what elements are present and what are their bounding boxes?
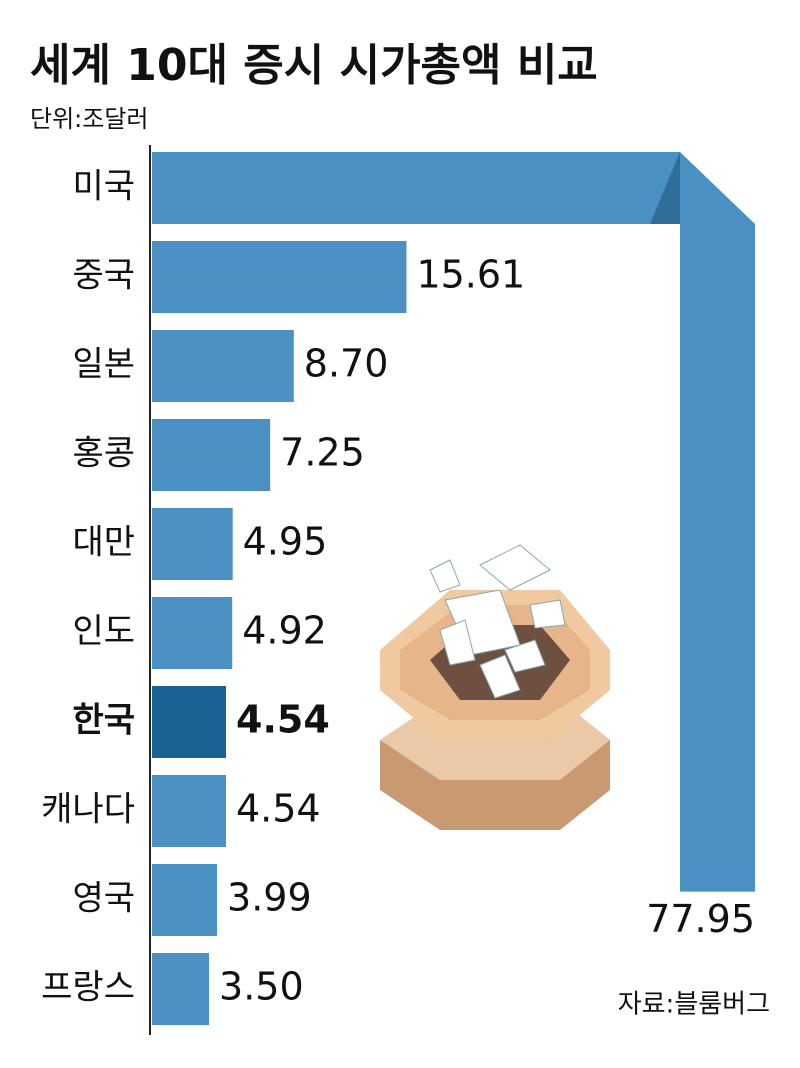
category-label: 영국 (72, 879, 135, 919)
category-label: 중국 (72, 256, 135, 296)
category-label: 한국 (72, 701, 135, 741)
bar-fold (650, 152, 680, 224)
bar (152, 864, 218, 936)
value-label: 8.70 (304, 342, 389, 386)
category-label: 대만 (72, 523, 135, 563)
category-label: 캐나다 (41, 790, 135, 830)
category-label: 인도 (72, 612, 135, 652)
bar (152, 419, 271, 491)
category-label: 미국 (72, 167, 135, 207)
bar (152, 152, 755, 892)
value-label: 4.54 (236, 787, 321, 831)
value-label: 4.95 (243, 520, 328, 564)
value-label: 77.95 (646, 897, 755, 941)
bar (152, 597, 233, 669)
category-label: 일본 (72, 345, 135, 385)
value-label: 4.92 (242, 609, 327, 653)
value-label: 7.25 (280, 431, 365, 475)
bar (152, 330, 294, 402)
value-label: 3.50 (219, 965, 304, 1009)
value-label: 15.61 (416, 253, 525, 297)
source-label: 자료:블룸버그 (618, 990, 770, 1020)
bar (152, 241, 407, 313)
bar (152, 953, 210, 1025)
category-label: 홍콩 (72, 434, 135, 474)
bar (152, 775, 227, 847)
bar (152, 508, 233, 580)
bar (152, 686, 227, 758)
unit-label: 단위:조달러 (30, 105, 149, 133)
category-label: 프랑스 (41, 968, 135, 1008)
value-label: 4.54 (236, 698, 330, 742)
illustration (380, 544, 610, 830)
chart-title: 세계 10대 증시 시가총액 비교 (30, 40, 598, 91)
value-label: 3.99 (227, 876, 312, 920)
